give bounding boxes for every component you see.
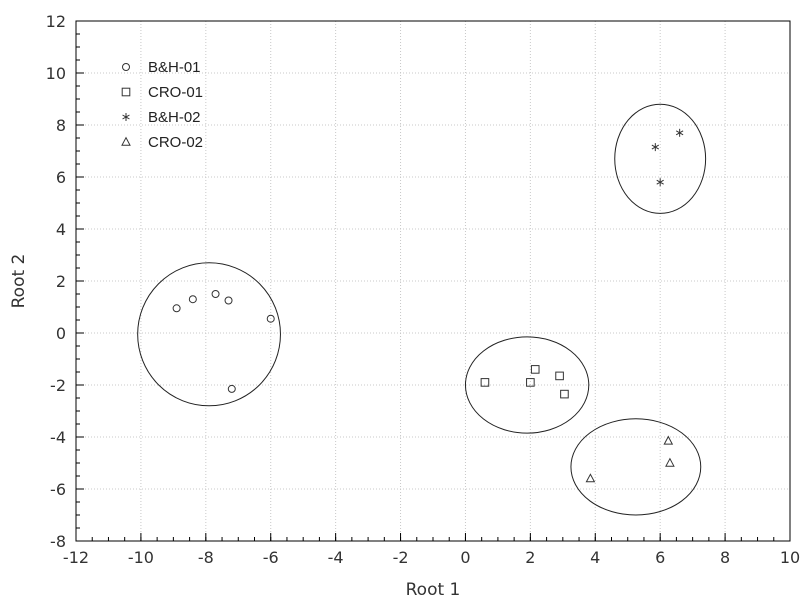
point-cro-01 [560,389,569,399]
point-b-h-02 [656,178,664,187]
legend-marker-b-h-01 [122,63,130,71]
ellipse-b-h-02 [614,103,707,214]
x-tick-label: 0 [460,548,470,567]
point-b-h-01 [224,296,233,305]
y-tick-label: 0 [56,324,66,343]
legend-marker-cro-02 [121,136,131,146]
x-tick-label: -4 [328,548,344,567]
y-tick-label: -2 [50,376,66,395]
point-b-h-01 [188,295,197,304]
x-tick-label: 4 [590,548,600,567]
point-b-h-02 [675,128,684,137]
x-tick-label: -10 [128,548,154,567]
grid-lines [76,21,790,541]
point-cro-01 [526,378,535,387]
y-tick-label: 8 [56,116,66,135]
y-tick-label: 2 [56,272,66,291]
legend-label-cro-02: CRO-02 [148,134,203,151]
point-b-h-01 [172,304,181,313]
legend-label-b-h-02: B&H-02 [148,109,201,126]
legend-label-cro-01: CRO-01 [148,84,203,101]
x-axis-ticks: -12 -10 -8 -6 -4 -2 0 2 4 6 8 10 [63,533,800,567]
point-b-h-02 [651,143,660,152]
point-b-h-01 [266,314,275,323]
x-tick-label: 8 [720,548,730,567]
x-axis-title: Root 1 [406,580,461,600]
group-ellipses [137,103,707,516]
legend-label-b-h-01: B&H-01 [148,59,201,76]
point-cro-01 [530,365,540,374]
y-tick-label: 4 [56,220,66,239]
y-tick-label: 10 [46,64,66,83]
x-tick-label: 2 [525,548,535,567]
x-tick-label: -12 [63,548,89,567]
y-tick-label: 12 [46,12,66,31]
x-tick-label: -2 [393,548,409,567]
ellipse-b-h-01 [137,262,281,407]
point-cro-02 [663,435,674,445]
point-b-h-01 [227,384,236,393]
y-tick-label: -4 [50,428,66,447]
point-cro-01 [555,371,564,381]
y-axis-title: Root 2 [9,254,29,309]
x-tick-label: 6 [655,548,665,567]
x-tick-label: -6 [263,548,279,567]
point-b-h-01 [211,290,220,298]
y-tick-label: -6 [50,480,66,499]
point-cro-02 [585,473,596,483]
x-tick-label: -8 [198,548,214,567]
y-tick-label: 6 [56,168,66,187]
data-points [172,128,684,483]
legend: B&H-01 CRO-01 B&H-02 CRO-02 [121,59,203,151]
legend-marker-cro-01 [121,87,131,97]
x-tick-label: 10 [780,548,800,567]
point-cro-01 [480,378,490,387]
y-axis-ticks: -8 -6 -4 -2 0 2 4 6 8 10 12 [46,12,84,551]
ellipse-cro-01 [464,336,590,434]
ellipse-cro-02 [570,418,702,516]
point-cro-02 [665,457,675,467]
y-tick-label: -8 [50,532,66,551]
legend-marker-b-h-02 [122,113,130,121]
